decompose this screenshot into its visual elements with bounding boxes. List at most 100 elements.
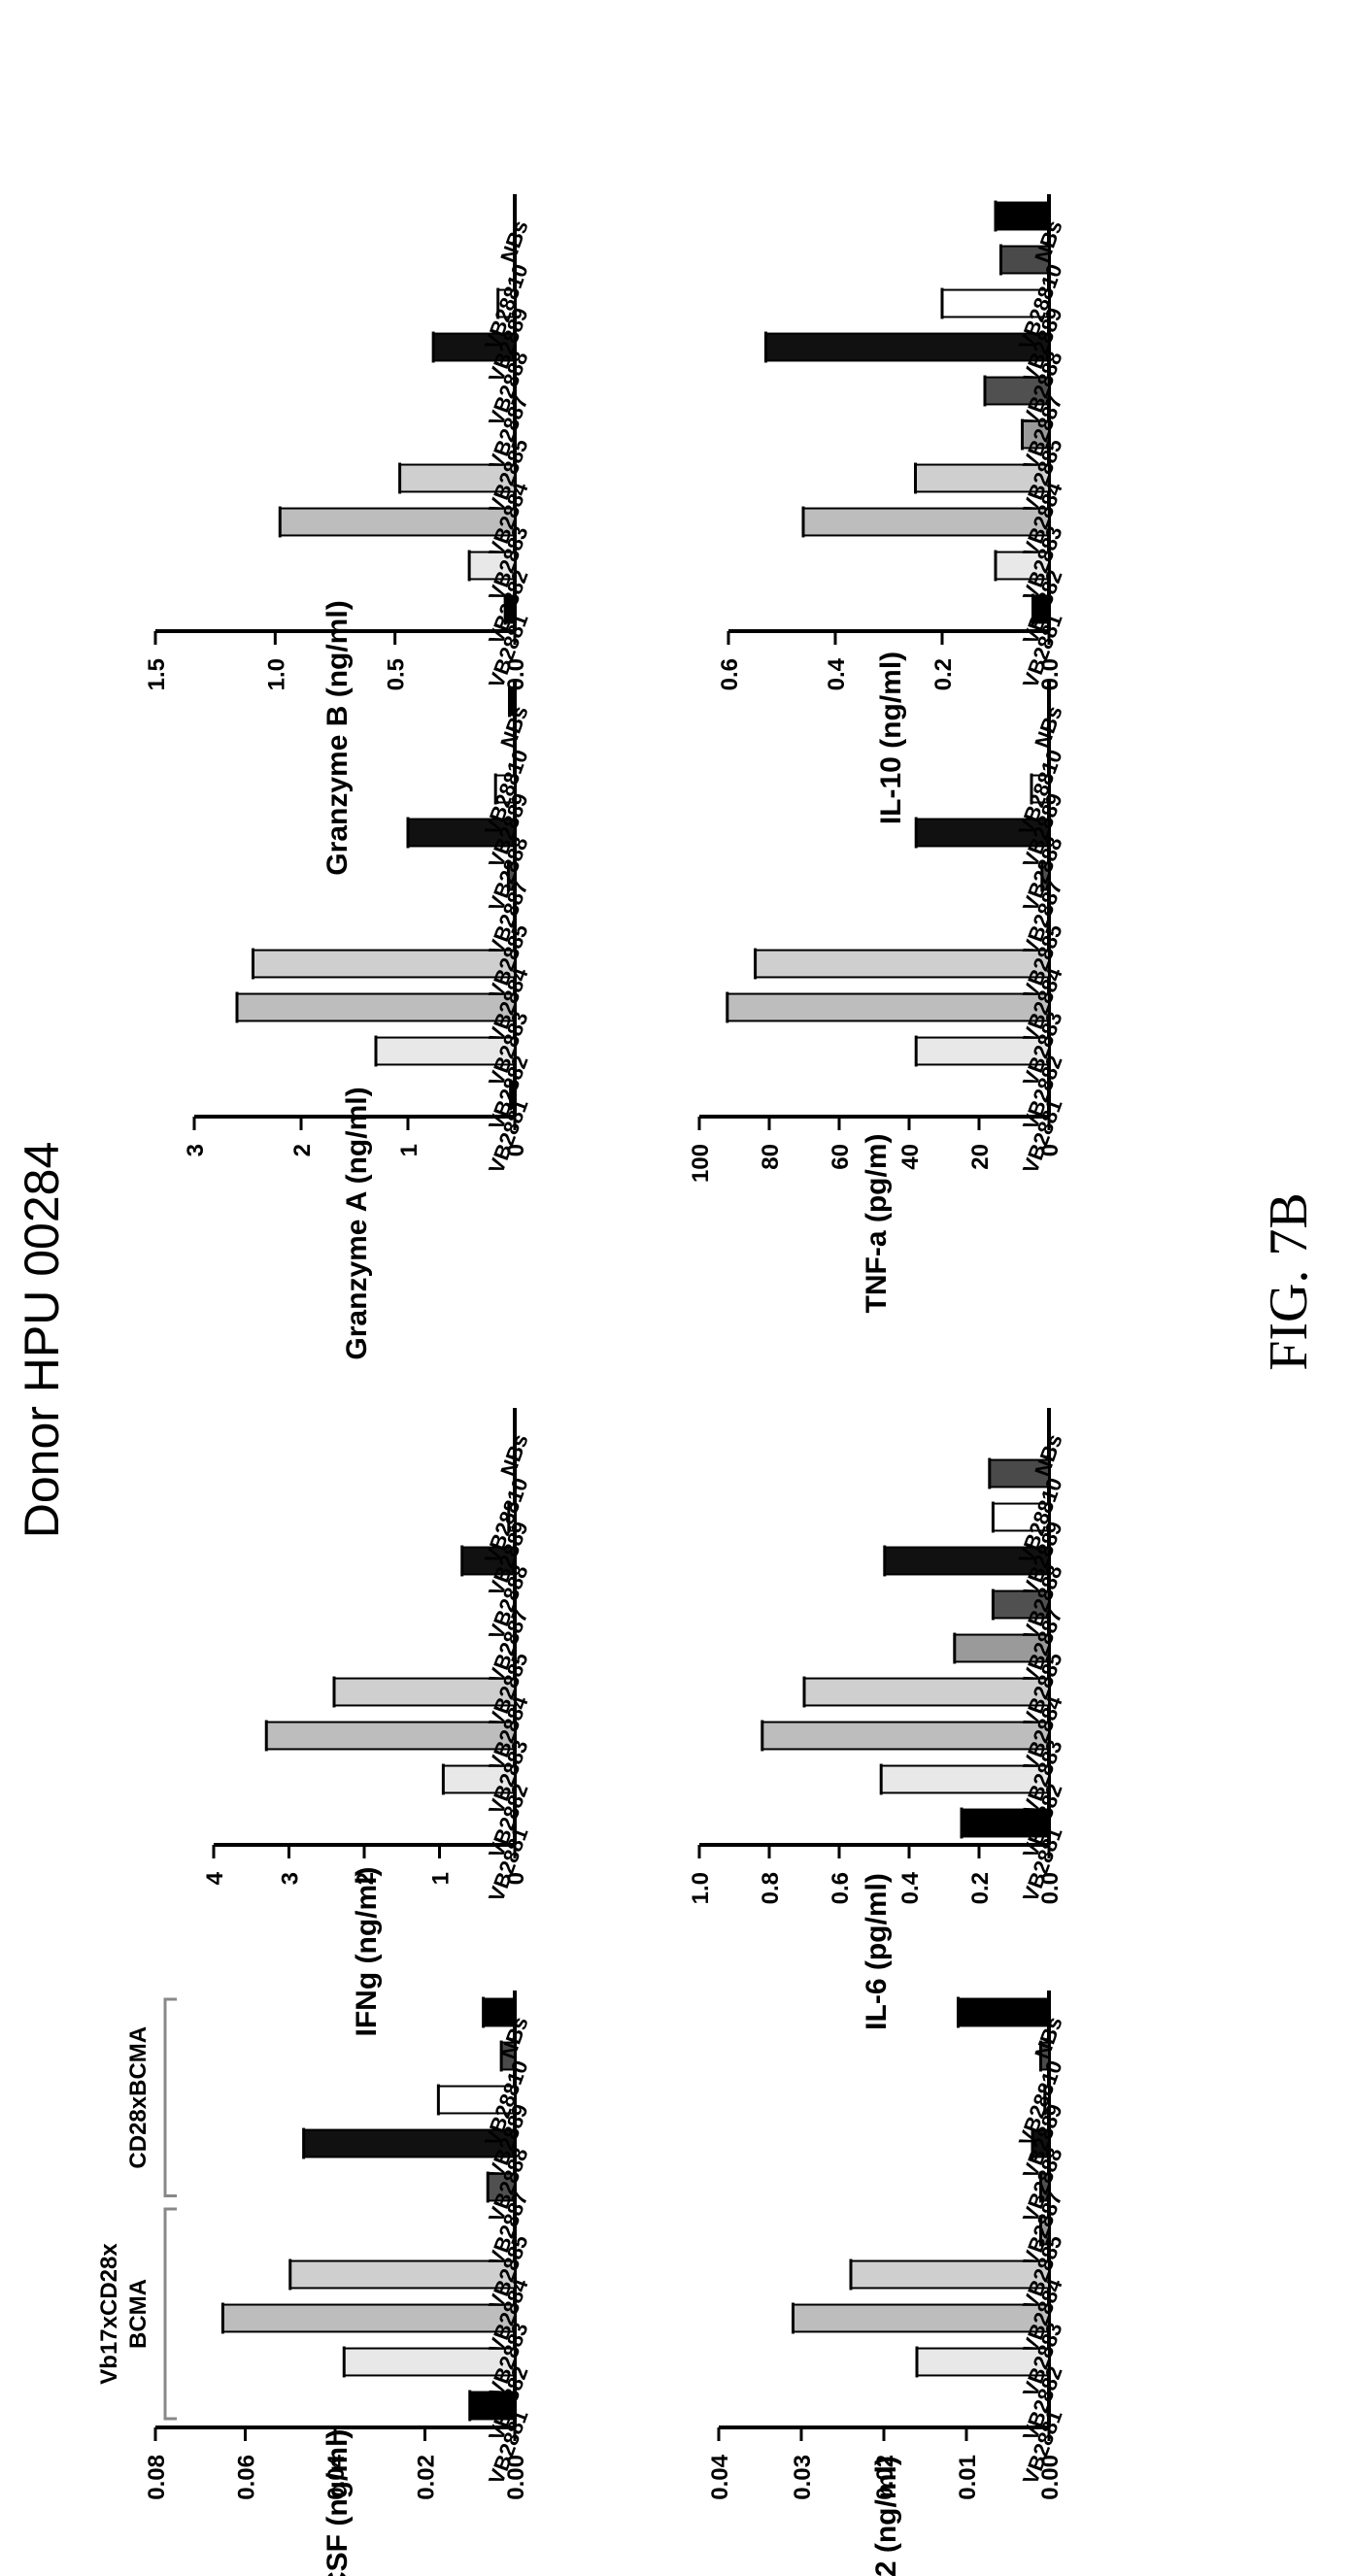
y-tick-label: 0 <box>1037 1144 1064 1156</box>
bar <box>726 992 1050 1022</box>
y-tick-label: 0.04 <box>323 2454 350 2499</box>
y-axis-title: Granzyme A (ng/ml) <box>341 1087 373 1359</box>
bar <box>803 1677 1050 1707</box>
bar <box>792 2303 1050 2333</box>
bar <box>915 1036 1051 1066</box>
bar <box>850 2259 1050 2290</box>
bar <box>302 2128 516 2158</box>
y-tick-label: 2 <box>289 1144 316 1156</box>
y-tick-label: 2 <box>353 1872 379 1885</box>
bar <box>265 1721 516 1751</box>
y-tick-label: 0.00 <box>503 2455 529 2500</box>
y-tick-label: 0.8 <box>758 1872 784 1904</box>
bar <box>802 507 1050 537</box>
bar <box>375 1036 516 1066</box>
y-tick-label: 0 <box>503 1872 529 1885</box>
chart-panel: 0.00.20.40.60.81.0 IL-6 (pg/ml)VB2881VB28… <box>688 1408 1067 2030</box>
chart-panels: 0.000.020.040.060.08 GMCSF (ng/ml) VB2881V… <box>144 194 1067 2576</box>
group-label-bcma: BCMA <box>125 2279 152 2349</box>
category-label: NBs <box>1030 703 1067 752</box>
bar <box>916 2347 1050 2377</box>
bar <box>754 949 1050 979</box>
bracket-bcma <box>163 2207 177 2421</box>
bar <box>988 1458 1050 1489</box>
y-tick-label: 60 <box>828 1144 854 1170</box>
bar <box>1021 419 1050 450</box>
y-tick-label: 80 <box>758 1144 784 1170</box>
y-tick-label: 100 <box>688 1144 714 1183</box>
bar <box>221 2303 516 2333</box>
y-tick-label: 4 <box>202 1871 228 1885</box>
bar <box>398 463 517 493</box>
y-tick-label: 0.4 <box>824 657 850 690</box>
bar <box>957 1997 1050 2027</box>
bar <box>442 1764 516 1794</box>
y-tick-label: 0.4 <box>897 1871 924 1904</box>
y-tick-label: 0.00 <box>1037 2455 1064 2500</box>
chart-panel: 0.00.20.40.6 IL-10 (ng/ml)VB2881VB2882VB2… <box>717 194 1067 824</box>
group-label-bcma: Vb17xCD28x <box>96 2243 122 2385</box>
y-tick-label: 0.0 <box>503 658 529 690</box>
y-axis-title: IL-10 (ng/ml) <box>875 652 907 824</box>
category-label: NBs <box>1030 1431 1067 1480</box>
y-tick-label: 0.01 <box>955 2455 981 2500</box>
y-tick-label: 0.04 <box>707 2454 733 2499</box>
bar <box>995 201 1050 231</box>
bar <box>880 1764 1051 1794</box>
chart-panel: 0.00.51.01.5 Granzyme B (ng/ml) VB2881VB28… <box>144 194 533 876</box>
bar <box>236 992 516 1022</box>
y-tick-label: 0.2 <box>930 658 957 690</box>
page-title: Donor HPU 00284 <box>15 1142 69 1539</box>
y-axis-title: GMCSF (ng/ml) <box>321 2429 354 2576</box>
group-annotations: Vb17xCD28x BCMA CD28xBCMA <box>96 1997 177 2421</box>
bar <box>995 551 1050 581</box>
y-tick-label: 0.6 <box>717 658 743 690</box>
bar <box>468 2391 516 2421</box>
y-tick-label: 0.02 <box>872 2455 898 2500</box>
bar <box>941 288 1050 318</box>
y-tick-label: 0.03 <box>790 2455 816 2500</box>
bar <box>279 507 516 537</box>
bar <box>343 2347 516 2377</box>
group-label-cd28: CD28xBCMA <box>125 2026 152 2169</box>
y-tick-label: 40 <box>897 1144 924 1170</box>
y-axis-title: TNF-a (pg/m) <box>861 1134 893 1314</box>
y-tick-label: 0.5 <box>384 658 410 690</box>
bar <box>482 1997 516 2027</box>
y-tick-label: 0.0 <box>1037 658 1064 690</box>
chart-panel: 0.000.010.020.030.04 IL-2 (ng/ml)VB2881VB… <box>707 1991 1067 2576</box>
bracket-cd28 <box>163 1997 177 2197</box>
bar <box>460 1546 516 1576</box>
y-tick-label: 1 <box>396 1144 422 1156</box>
y-tick-label: 0.0 <box>1037 1872 1064 1904</box>
category-label: NBs <box>495 703 533 752</box>
y-axis-title: IL-2 (ng/ml) <box>870 2456 902 2576</box>
y-tick-label: 3 <box>183 1144 209 1156</box>
category-label: NBs <box>495 1431 533 1480</box>
category-label: VB28810 <box>480 261 533 353</box>
bar <box>992 1589 1051 1620</box>
y-tick-label: 0.2 <box>967 1872 994 1904</box>
y-tick-label: 20 <box>967 1144 994 1170</box>
y-tick-label: 0 <box>503 1144 529 1156</box>
figure-label: FIG. 7B <box>1259 1192 1319 1371</box>
bar <box>288 2259 516 2290</box>
bar <box>333 1677 516 1707</box>
y-tick-label: 1.0 <box>688 1872 714 1904</box>
bar <box>760 1721 1050 1751</box>
bar <box>487 2172 516 2202</box>
y-tick-label: 1.5 <box>144 658 170 690</box>
y-tick-label: 3 <box>278 1872 304 1885</box>
bar <box>961 1808 1050 1838</box>
bar <box>252 949 516 979</box>
chart-panel: 0.000.020.040.060.08 GMCSF (ng/ml) VB2881V… <box>144 1991 533 2576</box>
y-tick-label: 0.08 <box>144 2455 170 2500</box>
category-label: VB28810 <box>1014 747 1067 839</box>
category-label: VB28810 <box>1014 2057 1067 2150</box>
bar <box>953 1633 1050 1663</box>
y-tick-label: 0.06 <box>234 2455 260 2500</box>
y-axis-title: Granzyme B (ng/ml) <box>321 600 354 875</box>
